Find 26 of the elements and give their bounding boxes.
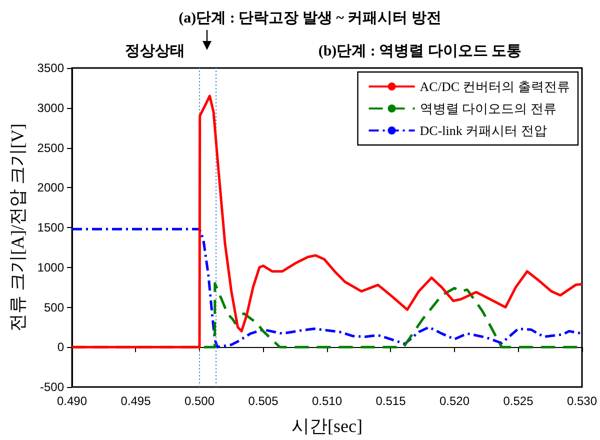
x-tick-label: 0.530 (566, 394, 598, 408)
y-tick-label: 500 (44, 300, 64, 314)
text: 정상상태 (125, 44, 185, 60)
legend-label: DC-link 커패시터 전압 (420, 123, 547, 138)
y-tick-label: 1000 (37, 260, 64, 274)
y-tick-label: 3500 (37, 61, 64, 75)
chart-title: (a)단계 : 단락고장 발생 ~ 커패시터 방전 (178, 10, 442, 26)
x-axis-title: 시간[sec] (292, 416, 362, 436)
x-tick-label: 0.525 (503, 394, 534, 408)
x-tick-label: 0.515 (376, 394, 406, 408)
x-tick-label: 0.495 (120, 394, 152, 408)
y-tick-label: 3000 (37, 100, 64, 115)
legend-label: 역병렬 다이오드의 전류 (420, 101, 556, 116)
y-tick-label: 1500 (37, 220, 64, 234)
text: (b)단계 : 역병렬 다이오드 도통 (318, 44, 522, 60)
y-tick-label: 2000 (37, 180, 64, 195)
x-tick-label: 0.500 (184, 394, 215, 408)
y-tick-label: 2500 (37, 140, 64, 155)
y-tick-label: -500 (40, 380, 64, 394)
legend-label: AC/DC 컨버터의 출력전류 (420, 79, 570, 94)
y-tick-label: 0 (57, 340, 64, 354)
x-tick-label: 0.490 (56, 394, 88, 408)
y-axis-title: 전류 크기[A]/전압 크기[V] (7, 124, 28, 332)
x-tick-label: 0.520 (439, 394, 470, 408)
x-tick-label: 0.510 (312, 394, 342, 408)
x-tick-label: 0.505 (248, 394, 279, 408)
